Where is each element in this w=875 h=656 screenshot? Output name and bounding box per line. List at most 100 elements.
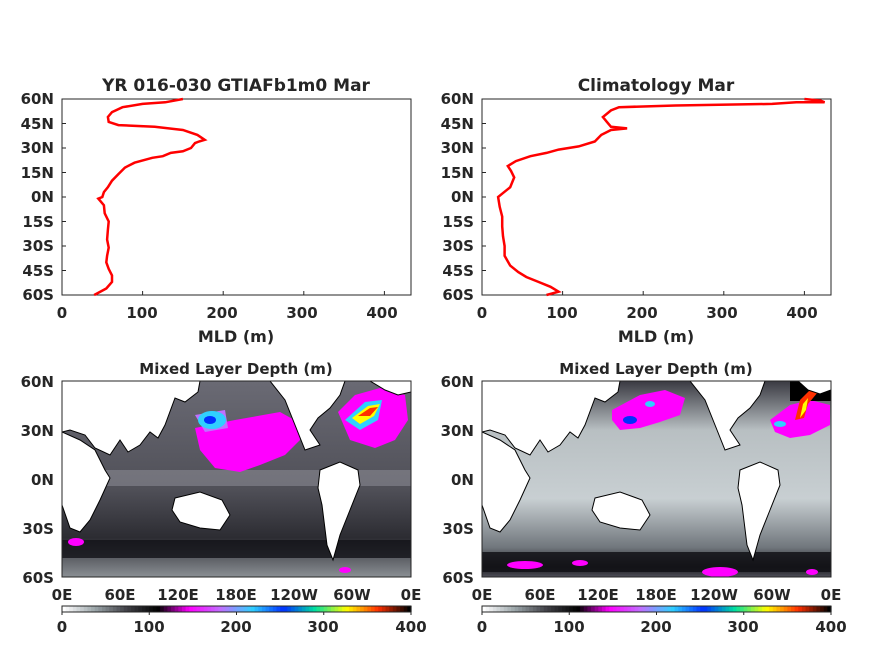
colorbar-segment — [287, 606, 292, 612]
colorbar-tick-labels: 0 100 200 300 400 — [477, 618, 847, 636]
colorbar-segment — [816, 606, 821, 612]
x-tick-label: 120E — [577, 586, 619, 604]
colorbar-segment — [765, 606, 770, 612]
colorbar-segment — [98, 606, 103, 612]
colorbar-segment — [485, 606, 490, 612]
colorbar-segment — [678, 606, 683, 612]
colorbar-segment — [638, 606, 643, 612]
line-plot-left: YR 016-030 GTIAFb1m0 Mar 60N 45N 30N 15N… — [21, 76, 412, 346]
plot-frame — [481, 98, 832, 296]
y-tick-label: 45S — [22, 262, 54, 280]
colorbar-segment — [207, 606, 212, 612]
colorbar — [481, 605, 832, 615]
colorbar-segment — [740, 606, 745, 612]
colorbar-tick-label: 300 — [727, 618, 758, 636]
colorbar-segment — [794, 606, 799, 612]
colorbar-segment — [221, 606, 227, 612]
colorbar-segment — [94, 606, 99, 612]
colorbar-segment — [240, 606, 245, 612]
map-panel-left: Mixed Layer Depth (m) 60N 30 — [21, 360, 427, 636]
colorbar-tick-label: 300 — [307, 618, 338, 636]
y-tick-label: 45S — [442, 262, 474, 280]
x-tick-label: 100 — [126, 304, 157, 322]
southern-feature — [507, 561, 543, 569]
colorbar-segment — [127, 606, 132, 612]
colorbar-segment — [392, 606, 398, 612]
colorbar-segment — [218, 606, 223, 612]
x-tick-label: 60W — [333, 586, 371, 604]
x-tick-label: 180E — [215, 586, 257, 604]
colorbar-segment — [696, 606, 701, 612]
colorbar-segment — [594, 606, 599, 612]
colorbar-segment — [551, 606, 556, 612]
y-tick-label: 0N — [31, 471, 54, 489]
colorbar-segment — [167, 606, 172, 612]
colorbar-segment — [385, 606, 390, 612]
y-tick-label: 30S — [442, 237, 474, 255]
colorbar-segment — [403, 606, 408, 612]
colorbar-segment — [225, 606, 230, 612]
colorbar-segment — [91, 606, 96, 612]
colorbar-segment — [529, 606, 534, 612]
y-tick-label: 45N — [441, 115, 474, 133]
colorbar-segment — [251, 606, 256, 612]
x-tick-label: 0 — [57, 304, 67, 322]
coastline-south-america — [737, 461, 781, 562]
y-tick-label: 60N — [441, 373, 474, 391]
colorbar-segment — [83, 606, 89, 612]
x-tick-label: 180E — [635, 586, 677, 604]
colorbar-segment — [174, 606, 179, 612]
colorbar-segment — [149, 606, 154, 612]
y-tick-label: 15S — [442, 213, 474, 231]
x-tick-label: 60E — [524, 586, 555, 604]
colorbar-segment — [820, 606, 825, 612]
colorbar-segment — [689, 606, 694, 612]
colorbar-segment — [798, 606, 803, 612]
colorbar-segment — [558, 606, 563, 612]
colorbar-segment — [511, 606, 516, 612]
colorbar-segment — [649, 606, 654, 612]
colorbar-segment — [620, 606, 625, 612]
colorbar-segment — [783, 606, 788, 612]
colorbar-segment — [298, 606, 303, 612]
southern-ocean-dark-band — [482, 552, 831, 572]
map-y-tick-labels: 60N 30N 0N 30S 60S — [441, 373, 474, 587]
colorbar-segment — [269, 606, 274, 612]
colorbar-segment — [718, 606, 723, 612]
colorbar-segment — [109, 606, 114, 612]
colorbar-segment — [163, 606, 169, 612]
north-atlantic-high-mld — [770, 400, 830, 438]
colorbar-segment — [565, 606, 570, 612]
colorbar-segment — [685, 606, 690, 612]
colorbar-segment — [809, 606, 814, 612]
colorbar-segment — [323, 606, 328, 612]
colorbar-segment — [381, 606, 387, 612]
plot-frame — [61, 98, 412, 296]
colorbar-segment — [671, 606, 676, 612]
colorbar-segment — [309, 606, 314, 612]
y-tick-label: 30S — [442, 520, 474, 538]
colorbar-tick-label: 0 — [57, 618, 67, 636]
colorbar-tick-label: 200 — [640, 618, 671, 636]
coastline-africa — [482, 431, 531, 533]
y-tick-label: 60N — [441, 90, 474, 108]
colorbar-segment — [141, 606, 147, 612]
y-tick-labels: 60N 45N 30N 15N 0N 15S 30S 45S 60S — [441, 90, 474, 304]
colorbar-segment — [214, 606, 219, 612]
map-x-tick-labels: 0E 60E 120E 180E 120W 60W 0E — [52, 586, 422, 604]
colorbar-segment — [116, 606, 121, 612]
colorbar-segment — [780, 606, 785, 612]
colorbar-segment — [265, 606, 270, 612]
colorbar-segment — [356, 606, 361, 612]
colorbar-segment — [681, 606, 687, 612]
colorbar-segment — [576, 606, 581, 612]
north-atlantic-blue — [774, 421, 786, 427]
colorbar-segment — [283, 606, 288, 612]
colorbar-segment — [645, 606, 650, 612]
colorbar-segment — [160, 606, 165, 612]
colorbar-tick-label: 100 — [133, 618, 164, 636]
colorbar-segment — [751, 606, 756, 612]
colorbar-segment — [507, 606, 512, 612]
colorbar-segment — [247, 606, 252, 612]
